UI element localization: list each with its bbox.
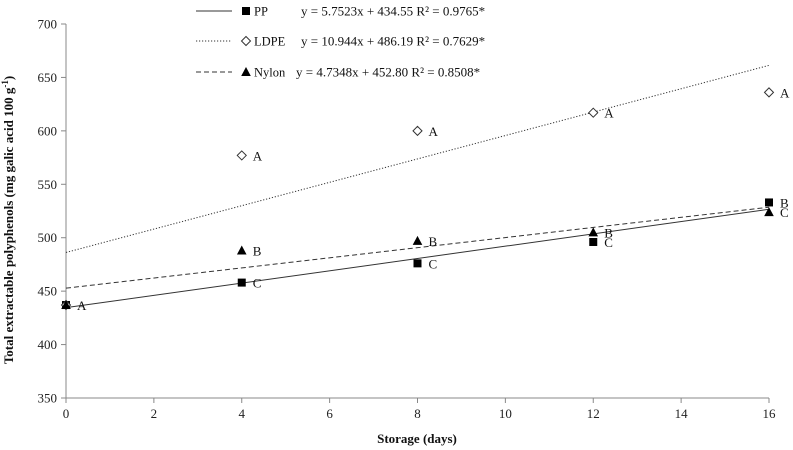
point-pp [589, 237, 598, 246]
point-nylon [61, 300, 71, 310]
y-axis-title-end: ) [1, 76, 16, 80]
x-tick-label: 4 [239, 406, 246, 421]
trendline-ldpe [65, 64, 770, 253]
point-label-ldpe: A [253, 148, 263, 163]
legend-marker-pp [242, 7, 250, 15]
legend-marker-nylon [241, 67, 251, 76]
point-label-nylon: B [604, 225, 613, 240]
point-label-nylon: B [253, 244, 262, 259]
y-axis-title: Total extractable polyphenols (mg galic … [0, 76, 16, 364]
y-tick-label: 500 [38, 230, 58, 245]
point-nylon [412, 235, 423, 245]
x-tick-label: 14 [675, 406, 689, 421]
x-tick-label: 6 [326, 406, 333, 421]
legend-name-pp: PP [254, 5, 268, 19]
y-tick-label: 550 [38, 177, 58, 192]
x-axis-title: Storage (days) [377, 431, 457, 446]
x-tick-label: 12 [587, 406, 600, 421]
point-nylon [588, 227, 599, 237]
point-label-pp: B [780, 195, 789, 210]
point-label-ldpe: A [604, 106, 614, 121]
legend-equation-pp: y = 5.7523x + 434.55 R² = 0.9765* [301, 4, 485, 19]
point-ldpe [412, 125, 423, 137]
x-tick-label: 8 [414, 406, 421, 421]
point-nylon [236, 245, 247, 255]
point-label-pp: C [429, 256, 438, 271]
data-markers [60, 87, 775, 311]
y-axis-title-main: Total extractable polyphenols (mg galic … [1, 87, 16, 364]
point-label-pp: C [604, 235, 613, 250]
y-tick-label: 400 [38, 337, 58, 352]
point-nylon [764, 207, 774, 217]
y-axis-title-superscript: -1 [0, 80, 10, 88]
point-label-ldpe: A [429, 124, 439, 139]
y-tick-label: 700 [38, 17, 58, 32]
point-pp [765, 198, 773, 207]
legend-name-nylon: Nylon [254, 66, 286, 80]
x-tick-label: 16 [763, 406, 777, 421]
point-label-pp: C [253, 276, 262, 291]
axes: 350 400 450 500 550 600 650 700 0 2 4 6 8 10 12 14 16 [38, 17, 777, 422]
point-ldpe [236, 150, 247, 161]
trendline-pp [65, 208, 770, 309]
y-tick-label: 450 [38, 284, 58, 299]
point-pp [413, 259, 422, 268]
trendlines [65, 64, 770, 309]
legend-equation-nylon: y = 4.7348x + 452.80 R² = 0.8508* [296, 65, 480, 80]
point-pp [237, 278, 246, 287]
trendline-nylon [65, 206, 770, 289]
point-label-pp: A [77, 298, 87, 313]
legend: PP y = 5.7523x + 434.55 R² = 0.9765* LDPE y… [196, 4, 485, 80]
legend-marker-ldpe [240, 35, 252, 47]
legend-name-ldpe: LDPE [254, 35, 286, 49]
x-tick-label: 10 [499, 406, 512, 421]
point-label-nylon: B [429, 234, 438, 249]
y-tick-label: 350 [38, 391, 58, 406]
point-label-ldpe: A [780, 85, 790, 100]
x-tick-label: 0 [63, 406, 70, 421]
legend-equation-ldpe: y = 10.944x + 486.19 R² = 0.7629* [301, 34, 485, 49]
point-label-nylon: C [780, 205, 789, 220]
x-tick-label: 2 [151, 406, 158, 421]
point-ldpe [588, 107, 599, 118]
y-tick-label: 600 [38, 123, 58, 138]
y-tick-label: 650 [38, 70, 58, 85]
point-ldpe [763, 87, 775, 98]
